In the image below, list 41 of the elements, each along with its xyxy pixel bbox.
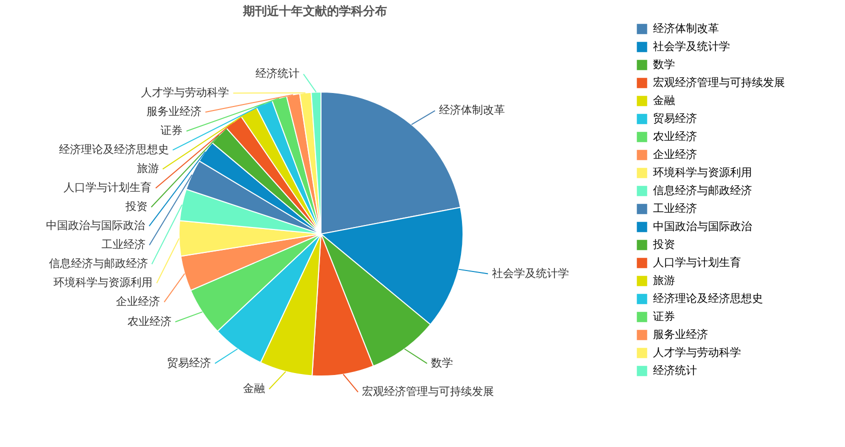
legend-label: 中国政治与国际政治 [653, 220, 752, 233]
slice-label: 证券 [160, 124, 182, 138]
legend-label: 人才学与劳动科学 [653, 346, 741, 359]
slice-label: 环境科学与资源利用 [54, 276, 153, 290]
slice-label: 服务业经济 [146, 105, 202, 118]
legend-label: 信息经济与邮政经济 [653, 184, 752, 197]
legend-label: 贸易经济 [653, 112, 697, 125]
slice-label: 经济体制改革 [438, 104, 505, 117]
legend-label: 投资 [652, 238, 675, 251]
slice-label: 人口学与计划生育 [64, 181, 152, 194]
legend-label: 环境科学与资源利用 [653, 166, 752, 179]
legend-label: 服务业经济 [653, 328, 708, 341]
slice-label: 投资 [124, 200, 148, 214]
legend-label: 企业经济 [653, 148, 697, 161]
slice-label: 旅游 [136, 162, 159, 176]
legend-label: 数学 [653, 58, 675, 71]
slice-label: 人才学与劳动科学 [141, 86, 230, 100]
slice-label: 经济统计 [255, 67, 300, 80]
legend-label: 农业经济 [653, 130, 697, 143]
slice-label: 宏观经济管理与可持续发展 [362, 385, 494, 398]
slice-label: 经济理论及经济思想史 [58, 143, 169, 156]
legend-label: 宏观经济管理与可持续发展 [653, 76, 785, 89]
legend-label: 经济体制改革 [653, 22, 719, 35]
legend-label: 社会学及统计学 [653, 40, 730, 53]
slice-label: 社会学及统计学 [492, 266, 569, 280]
legend-label: 经济统计 [653, 364, 697, 377]
slice-label: 数学 [431, 356, 454, 370]
legend-label: 经济理论及经济思想史 [653, 292, 763, 305]
legend-label: 旅游 [653, 274, 675, 287]
slice-label: 中国政治与国际政治 [46, 219, 146, 232]
slice-label: 工业经济 [101, 238, 146, 252]
slice-label: 信息经济与邮政经济 [48, 257, 148, 270]
slice-label: 企业经济 [116, 295, 160, 308]
legend-label: 工业经济 [653, 202, 697, 215]
legend-label: 证券 [653, 310, 675, 323]
legend-label: 金融 [653, 94, 675, 107]
slice-label: 金融 [243, 382, 266, 395]
legend-label: 人口学与计划生育 [653, 256, 741, 269]
chart-title: 期刊近十年文献的学科分布 [242, 4, 387, 18]
slice-label: 贸易经济 [166, 356, 211, 370]
slice-label: 农业经济 [127, 314, 172, 328]
